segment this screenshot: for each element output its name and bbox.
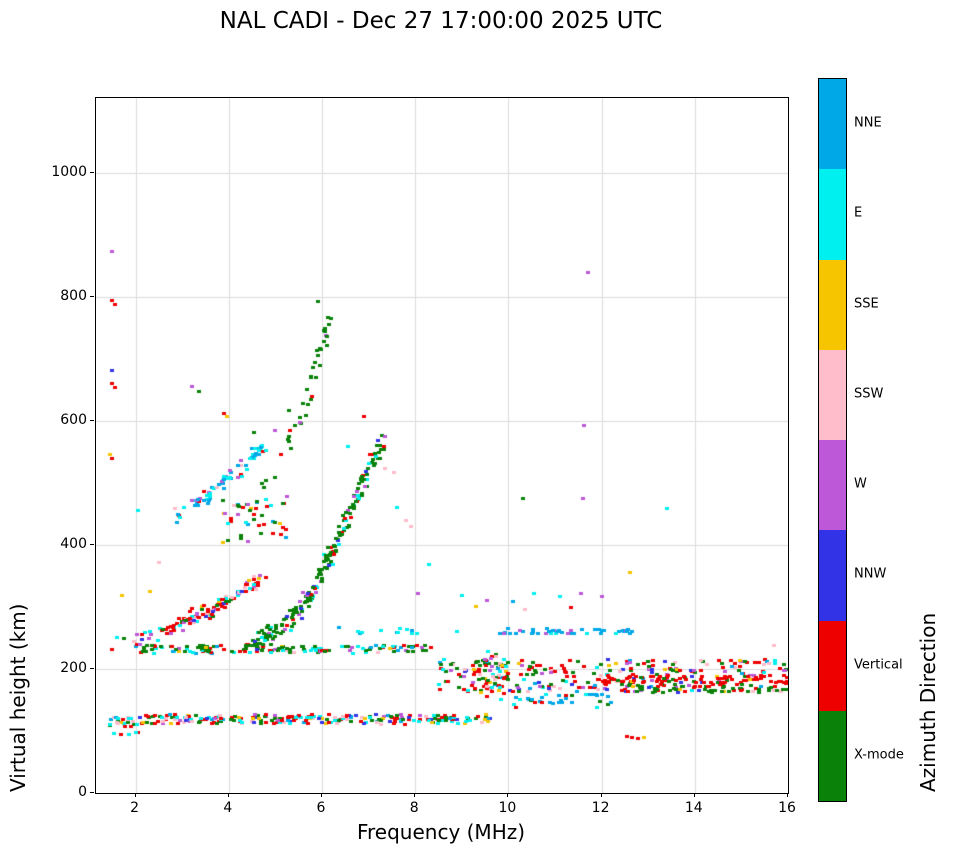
azimuth-colorbar	[818, 78, 847, 802]
y-tick-mark	[90, 420, 94, 421]
colorbar-label-w: W	[854, 476, 867, 492]
y-tick-label: 400	[60, 536, 87, 552]
plot-area	[95, 97, 789, 794]
y-tick-mark	[90, 296, 94, 297]
x-tick-label: 14	[684, 800, 703, 816]
colorbar-segment-sse	[819, 259, 846, 350]
x-tick-label: 16	[778, 800, 796, 816]
colorbar-segment-nnw	[819, 530, 846, 621]
x-tick-label: 6	[316, 800, 326, 816]
colorbar-label-vertical: Vertical	[854, 657, 903, 673]
colorbar-segment-ssw	[819, 349, 846, 440]
y-tick-label: 200	[60, 660, 87, 676]
ionogram-scatter-canvas	[96, 98, 788, 793]
x-tick-mark	[787, 793, 788, 797]
x-tick-label: 4	[223, 800, 233, 816]
x-tick-mark	[600, 793, 602, 797]
y-tick-mark	[90, 668, 94, 669]
y-tick-label: 800	[60, 288, 87, 304]
x-tick-label: 2	[130, 800, 140, 816]
x-tick-mark	[414, 793, 416, 797]
colorbar-label-nne: NNE	[854, 115, 882, 131]
y-tick-mark	[90, 172, 94, 174]
y-tick-mark	[90, 792, 94, 793]
x-tick-label: 10	[498, 800, 517, 816]
colorbar-label-ssw: SSW	[854, 386, 884, 402]
colorbar-axis-label: Azimuth Direction	[916, 612, 940, 792]
y-tick-label: 600	[60, 412, 87, 428]
colorbar-label-x-mode: X-mode	[854, 747, 904, 763]
x-tick-mark	[507, 793, 509, 797]
x-tick-mark	[227, 793, 229, 797]
colorbar-segment-x-mode	[819, 710, 846, 801]
colorbar-segment-w	[819, 440, 846, 531]
x-tick-label: 8	[409, 800, 419, 816]
y-tick-mark	[90, 544, 94, 545]
y-tick-label: 0	[78, 784, 87, 800]
colorbar-segment-e	[819, 169, 846, 260]
x-tick-mark	[693, 793, 695, 797]
x-tick-mark	[321, 793, 322, 797]
colorbar-segment-vertical	[819, 620, 846, 711]
colorbar-label-nnw: NNW	[854, 566, 887, 582]
chart-title: NAL CADI - Dec 27 17:00:00 2025 UTC	[219, 8, 663, 34]
colorbar-label-e: E	[854, 205, 863, 221]
colorbar-segment-nne	[819, 79, 846, 170]
x-axis-label: Frequency (MHz)	[356, 820, 526, 844]
colorbar-label-sse: SSE	[854, 296, 879, 312]
y-tick-label: 1000	[51, 164, 87, 181]
x-tick-label: 12	[591, 800, 610, 816]
y-axis-label: Virtual height (km)	[6, 603, 30, 793]
x-tick-mark	[134, 793, 136, 797]
